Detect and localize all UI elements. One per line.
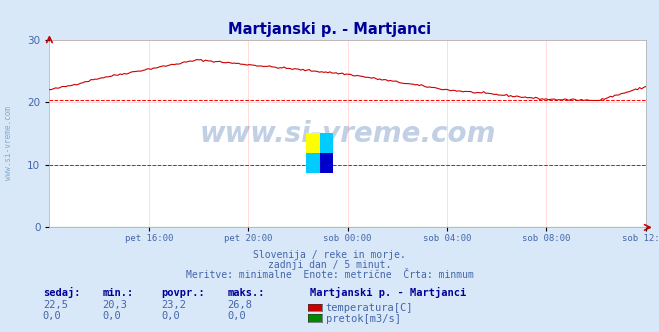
Text: 26,8: 26,8 (227, 300, 252, 310)
Bar (306, 133, 320, 153)
Text: 0,0: 0,0 (43, 311, 61, 321)
Text: 23,2: 23,2 (161, 300, 186, 310)
Text: povpr.:: povpr.: (161, 288, 205, 298)
Bar (320, 133, 333, 153)
Text: sedaj:: sedaj: (43, 287, 80, 298)
Text: 20,3: 20,3 (102, 300, 127, 310)
Text: 22,5: 22,5 (43, 300, 68, 310)
Text: 0,0: 0,0 (227, 311, 246, 321)
Bar (320, 153, 333, 173)
Text: Martjanski p. - Martjanci: Martjanski p. - Martjanci (310, 287, 466, 298)
Text: Martjanski p. - Martjanci: Martjanski p. - Martjanci (228, 22, 431, 37)
Text: www.si-vreme.com: www.si-vreme.com (4, 106, 13, 180)
Text: 0,0: 0,0 (102, 311, 121, 321)
Bar (306, 153, 320, 173)
Text: pretok[m3/s]: pretok[m3/s] (326, 314, 401, 324)
Text: 0,0: 0,0 (161, 311, 180, 321)
Text: Meritve: minimalne  Enote: metrične  Črta: minmum: Meritve: minimalne Enote: metrične Črta:… (186, 270, 473, 280)
Text: Slovenija / reke in morje.: Slovenija / reke in morje. (253, 250, 406, 260)
Text: www.si-vreme.com: www.si-vreme.com (200, 120, 496, 148)
Text: temperatura[C]: temperatura[C] (326, 303, 413, 313)
Text: maks.:: maks.: (227, 288, 265, 298)
Text: zadnji dan / 5 minut.: zadnji dan / 5 minut. (268, 260, 391, 270)
Text: min.:: min.: (102, 288, 133, 298)
